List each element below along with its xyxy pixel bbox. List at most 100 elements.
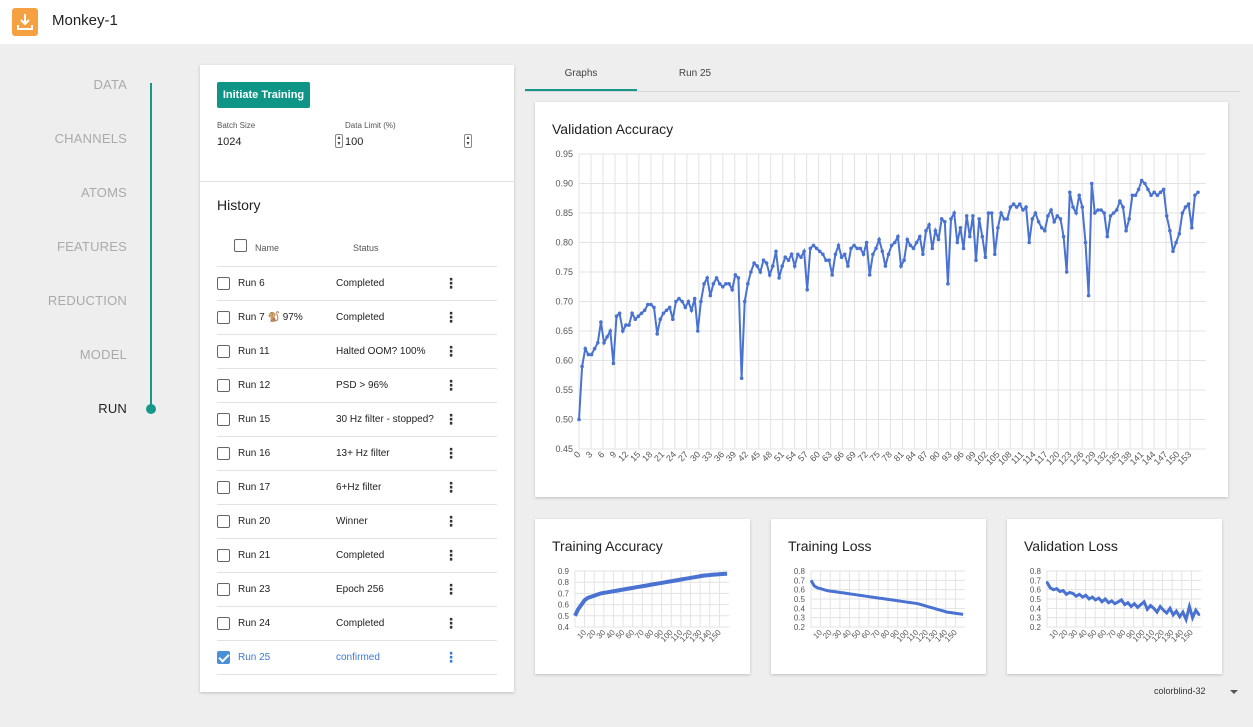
data-limit-input[interactable]: 100 [345, 136, 364, 148]
y-tick-label: 0.7 [794, 576, 806, 585]
step-reduction[interactable]: REDUCTION [47, 293, 127, 308]
select-all-checkbox[interactable] [234, 239, 247, 252]
more-vert-icon[interactable]: ⋮ [444, 479, 458, 495]
data-point [1002, 217, 1006, 221]
run-status: Halted OOM? 100% [336, 346, 426, 357]
history-row[interactable]: Run 21 Completed ⋮ [217, 539, 497, 573]
row-checkbox[interactable] [217, 379, 230, 392]
history-row[interactable]: Run 7 🐒 97% Completed ⋮ [217, 301, 497, 335]
data-point [646, 302, 650, 307]
tab-graphs[interactable]: Graphs [525, 62, 637, 91]
batch-size-input[interactable]: 1024 [217, 136, 242, 148]
more-vert-icon[interactable]: ⋮ [444, 649, 458, 665]
view-tabs: Graphs Run 25 [525, 62, 1240, 92]
data-point [1102, 211, 1106, 215]
run-name: Run 24 [238, 618, 271, 629]
data-point [1174, 240, 1178, 245]
step-run[interactable]: RUN [98, 401, 127, 416]
data-point [1058, 590, 1062, 593]
more-vert-icon[interactable]: ⋮ [444, 445, 458, 461]
more-vert-icon[interactable]: ⋮ [444, 343, 458, 359]
column-status-header: Status [353, 243, 379, 253]
history-row[interactable]: Run 24 Completed ⋮ [217, 607, 497, 641]
data-point [577, 417, 581, 422]
y-tick-label: 0.50 [555, 415, 573, 425]
row-checkbox[interactable] [217, 481, 230, 494]
history-row[interactable]: Run 6 Completed ⋮ [217, 267, 497, 301]
row-checkbox[interactable] [217, 413, 230, 426]
data-point [739, 376, 744, 381]
more-vert-icon[interactable]: ⋮ [444, 615, 458, 631]
more-vert-icon[interactable]: ⋮ [444, 581, 458, 597]
data-point [939, 217, 944, 221]
training-accuracy-card: Training Accuracy 0.4 0.5 0.6 0.7 0.8 0.9 10 20… [535, 519, 750, 674]
data-point [1055, 587, 1058, 590]
run-status: 6+Hz filter [336, 482, 382, 493]
row-checkbox[interactable] [217, 277, 230, 290]
run-name: Run 20 [238, 516, 271, 527]
data-point [858, 246, 863, 251]
step-atoms[interactable]: ATOMS [80, 185, 127, 200]
data-point [1105, 234, 1110, 239]
data-point [1129, 605, 1133, 608]
data-point [1142, 600, 1146, 603]
more-vert-icon[interactable]: ⋮ [444, 513, 458, 529]
history-row[interactable]: Run 23 Epoch 256 ⋮ [217, 573, 497, 607]
history-row[interactable]: Run 17 6+Hz filter ⋮ [217, 471, 497, 505]
step-model[interactable]: MODEL [79, 347, 127, 362]
data-point [927, 223, 931, 227]
run-status: Completed [336, 278, 385, 289]
data-point [746, 282, 750, 286]
data-point [771, 264, 775, 268]
run-name: Run 21 [238, 550, 271, 561]
data-point [692, 296, 697, 301]
data-point [1155, 610, 1159, 614]
history-row[interactable]: Run 12 PSD > 96% ⋮ [217, 369, 497, 403]
data-point [877, 237, 881, 242]
download-box-icon[interactable] [12, 8, 38, 36]
batch-size-label: Batch Size [217, 121, 256, 130]
palette-select[interactable]: colorblind-32 [1154, 686, 1206, 696]
data-point [1118, 199, 1122, 203]
data-point [1127, 217, 1131, 221]
data-point [914, 240, 919, 245]
row-checkbox[interactable] [217, 447, 230, 460]
data-point [949, 217, 953, 221]
step-data[interactable]: DATA [93, 77, 127, 92]
data-point [1071, 592, 1075, 595]
tab-run-25[interactable]: Run 25 [678, 68, 712, 79]
more-vert-icon[interactable]: ⋮ [444, 377, 458, 393]
data-point [802, 249, 806, 254]
more-vert-icon[interactable]: ⋮ [444, 547, 458, 563]
data-point [708, 293, 713, 298]
data-limit-stepper[interactable]: ▴ ▾ [464, 134, 472, 148]
step-channels[interactable]: CHANNELS [54, 131, 127, 146]
row-checkbox[interactable] [217, 583, 230, 596]
initiate-training-button[interactable]: Initiate Training [217, 82, 310, 108]
validation-loss-card: Validation Loss 0.2 0.3 0.4 0.5 0.6 0.7 0.8 10 2… [1007, 519, 1222, 674]
series-line [809, 579, 964, 616]
more-vert-icon[interactable]: ⋮ [444, 275, 458, 291]
history-row[interactable]: Run 15 30 Hz filter - stopped? ⋮ [217, 403, 497, 437]
panel-divider [200, 181, 514, 182]
history-row[interactable]: Run 11 Halted OOM? 100% ⋮ [217, 335, 497, 369]
step-features[interactable]: FEATURES [57, 239, 127, 254]
more-vert-icon[interactable]: ⋮ [444, 411, 458, 427]
more-vert-icon[interactable]: ⋮ [444, 309, 458, 325]
row-checkbox[interactable] [217, 651, 230, 664]
row-checkbox[interactable] [217, 617, 230, 630]
data-point [986, 211, 991, 215]
history-row[interactable]: Run 25 confirmed ⋮ [217, 641, 497, 675]
history-row[interactable]: Run 20 Winner ⋮ [217, 505, 497, 539]
history-row[interactable]: Run 16 13+ Hz filter ⋮ [217, 437, 497, 471]
data-point [1094, 598, 1097, 602]
data-point [1126, 601, 1130, 604]
batch-size-stepper[interactable]: ▴ ▾ [335, 134, 343, 148]
row-checkbox[interactable] [217, 345, 230, 358]
y-tick-label: 0.8 [794, 567, 806, 576]
row-checkbox[interactable] [217, 311, 230, 324]
row-checkbox[interactable] [217, 515, 230, 528]
data-point [814, 246, 819, 251]
row-checkbox[interactable] [217, 549, 230, 562]
chevron-down-icon[interactable] [1230, 690, 1238, 694]
